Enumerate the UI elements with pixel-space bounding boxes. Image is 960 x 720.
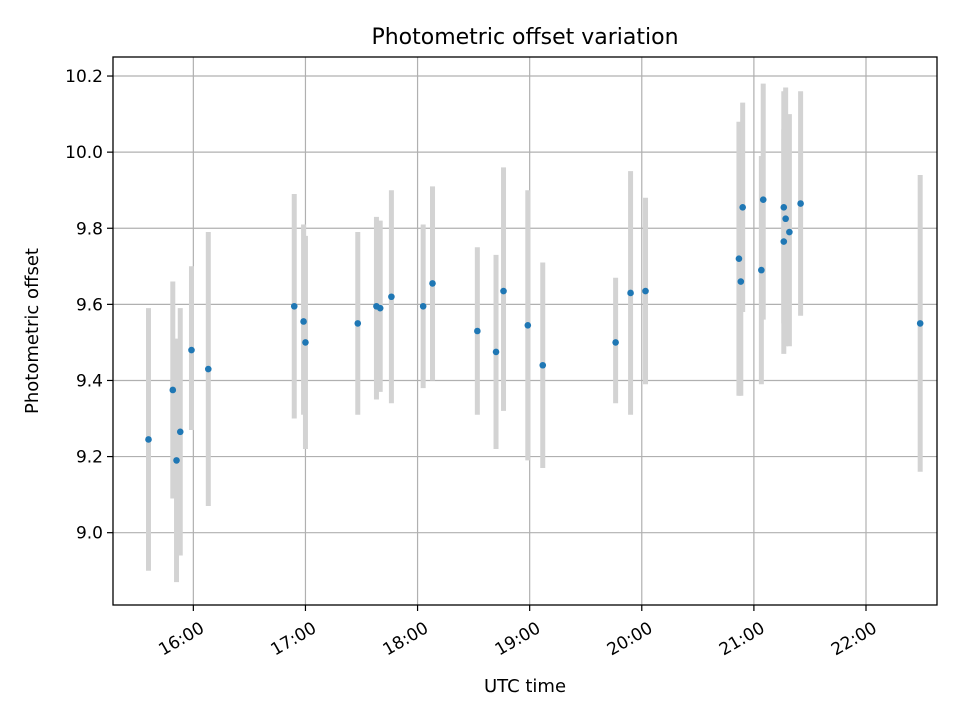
data-point — [758, 266, 765, 274]
x-tick-label: 21:00 — [716, 618, 768, 660]
x-axis-label: UTC time — [484, 676, 566, 697]
data-point — [739, 204, 746, 211]
data-point — [300, 318, 307, 325]
x-tick-label: 17:00 — [268, 618, 320, 660]
data-point — [780, 238, 788, 245]
data-point — [376, 304, 384, 312]
y-tick-label: 9.8 — [76, 219, 103, 239]
data-point — [500, 287, 507, 295]
y-tick-label: 10.0 — [65, 143, 103, 163]
data-point — [145, 436, 152, 443]
data-point — [612, 339, 619, 346]
y-tick-label: 9.6 — [76, 295, 103, 315]
axis-ticks: 16:00 17:00 18:00 19:00 20:00 21:00 22:00 9.0 9.… — [65, 67, 880, 660]
data-point — [916, 320, 924, 327]
x-tick-label: 20:00 — [604, 618, 656, 660]
plot-frame — [112, 56, 938, 606]
x-tick-label: 19:00 — [492, 618, 544, 660]
data-point — [176, 428, 184, 436]
x-tick-label: 22:00 — [828, 618, 880, 660]
y-axis-label: Photometric offset — [22, 248, 43, 414]
y-tick-label: 9.4 — [76, 371, 103, 391]
data-point — [204, 365, 212, 373]
data-point — [290, 302, 298, 310]
chart-title: Photometric offset variation — [371, 25, 678, 50]
data-point — [429, 280, 436, 287]
data-point — [782, 215, 789, 223]
data-point — [173, 457, 180, 464]
data-point — [642, 287, 649, 295]
data-point — [735, 255, 743, 262]
data-point — [492, 348, 500, 356]
data-point — [302, 339, 309, 346]
data-point — [539, 361, 547, 369]
data-point — [627, 289, 634, 297]
data-point — [780, 204, 788, 211]
data-points — [145, 196, 924, 464]
grid-lines — [113, 57, 937, 605]
data-point — [759, 196, 767, 204]
data-point — [786, 228, 793, 236]
data-point — [354, 320, 362, 327]
data-point — [737, 278, 745, 285]
data-point — [474, 327, 481, 335]
data-point — [524, 321, 532, 329]
data-point — [169, 386, 177, 394]
data-point — [797, 200, 804, 207]
data-point — [388, 293, 395, 301]
y-tick-label: 10.2 — [65, 67, 103, 87]
data-point — [188, 346, 195, 354]
x-tick-label: 16:00 — [155, 618, 207, 660]
y-tick-label: 9.2 — [76, 448, 103, 468]
y-tick-label: 9.0 — [76, 524, 103, 544]
error-bars — [146, 83, 923, 583]
x-tick-label: 18:00 — [380, 618, 432, 660]
data-point — [419, 302, 427, 310]
